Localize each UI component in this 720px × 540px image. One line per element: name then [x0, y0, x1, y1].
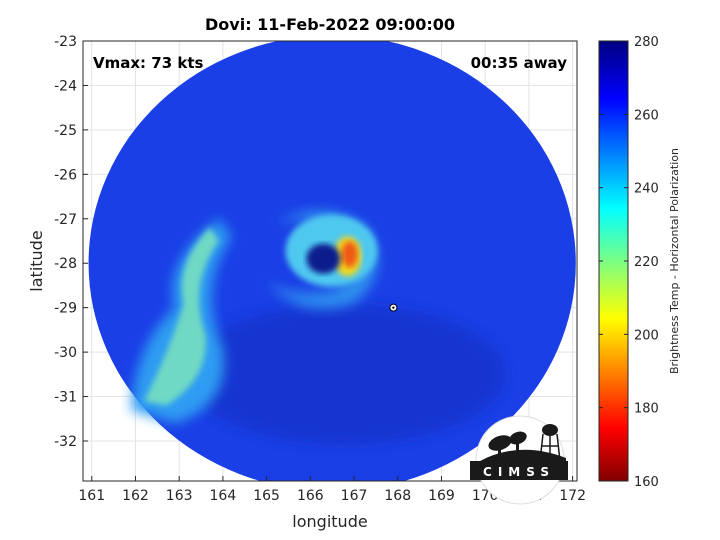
y-tick-label: -24	[54, 78, 77, 94]
swath	[88, 41, 576, 481]
colorbar-tick-label: 180	[634, 402, 659, 417]
storm-center-marker	[389, 303, 398, 312]
x-tick-label: 165	[253, 488, 280, 504]
time-away-annotation: 00:35 away	[471, 54, 568, 72]
colorbar-tick-label: 280	[634, 35, 659, 50]
colorbar-tick-label: 260	[634, 108, 659, 123]
y-axis-label: latitude	[27, 230, 46, 291]
west-band-core	[144, 227, 219, 406]
axes-box	[82, 40, 578, 482]
colorbar-ticks: 280 260 240 220 200 180 160	[599, 35, 659, 490]
y-tick-label: -27	[54, 212, 77, 228]
x-axis: 161162163164165166167168169170171172	[78, 476, 586, 504]
y-tick-label: -30	[54, 345, 77, 361]
cimss-logo-text: CIMSS	[483, 465, 555, 479]
chart-title: Dovi: 11-Feb-2022 09:00:00	[205, 15, 455, 34]
x-tick-label: 163	[166, 488, 193, 504]
eyewall-warm	[341, 241, 358, 268]
x-tick-label: 162	[122, 488, 149, 504]
colorbar-tick-label: 160	[634, 475, 659, 490]
cimss-logo: CIMSS	[470, 415, 568, 505]
eye	[306, 243, 341, 274]
y-tick-label: -25	[54, 123, 77, 139]
x-axis-label: longitude	[292, 512, 367, 531]
colorbar-label: Brightness Temp - Horizontal Polarizatio…	[668, 148, 681, 374]
x-tick-label: 161	[78, 488, 105, 504]
colorbar-tick-label: 240	[634, 182, 659, 197]
x-tick-label: 167	[341, 488, 368, 504]
colorbar-tick-label: 200	[634, 328, 659, 343]
x-tick-label: 168	[384, 488, 411, 504]
y-tick-label: -32	[54, 434, 77, 450]
y-axis: -23 -24 -25 -26 -27 -28 -29 -30 -31 -32	[54, 34, 88, 450]
swath-dark-ring	[185, 304, 506, 445]
y-tick-label: -28	[54, 256, 77, 272]
x-tick-label: 172	[559, 488, 586, 504]
y-tick-label: -23	[54, 34, 77, 50]
y-tick-label: -26	[54, 167, 77, 183]
vmax-annotation: Vmax: 73 kts	[93, 54, 203, 72]
x-tick-label: 166	[297, 488, 324, 504]
y-tick-label: -31	[54, 390, 77, 406]
x-tick-label: 164	[210, 488, 237, 504]
colorbar	[598, 40, 629, 482]
x-tick-label: 169	[428, 488, 455, 504]
y-tick-label: -29	[54, 301, 77, 317]
colorbar-tick-label: 220	[634, 255, 659, 270]
